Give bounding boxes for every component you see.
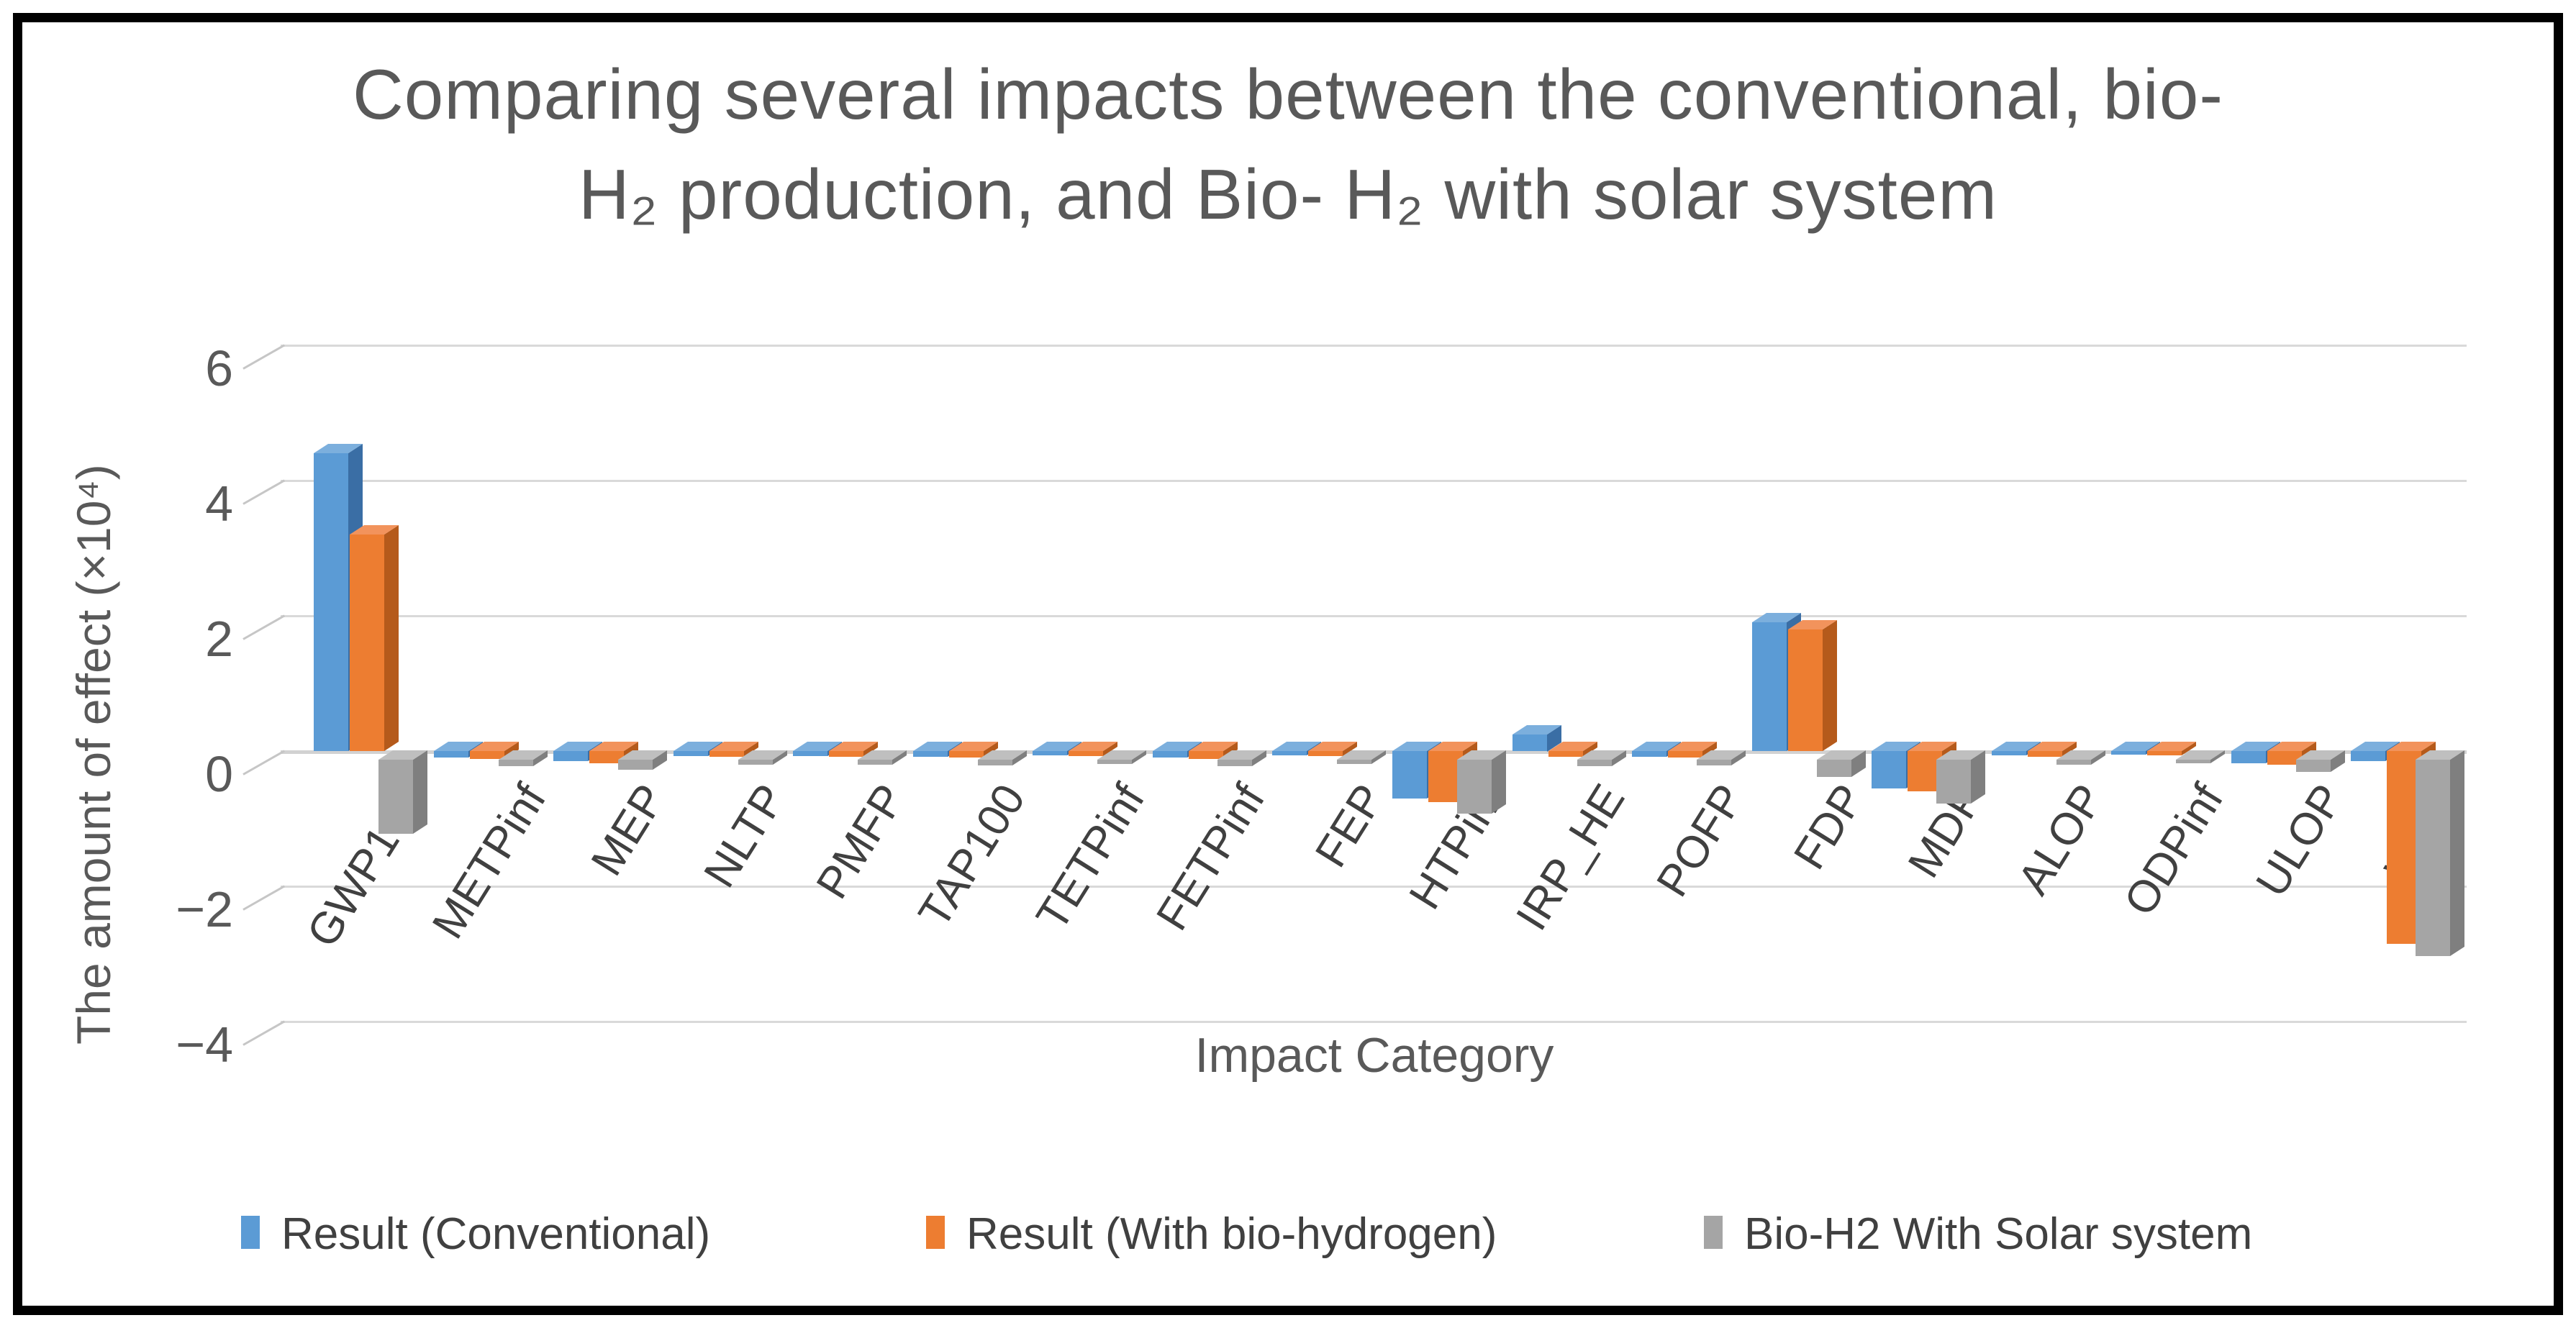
gridline-y−2	[281, 886, 2467, 888]
x-axis-title: Impact Category	[1194, 1028, 1554, 1083]
bar-alop-s1-front	[2027, 751, 2062, 757]
bar-alop-s2-front	[2056, 760, 2091, 765]
gridline-y4	[281, 480, 2467, 482]
bar-mep-s1-front	[589, 751, 625, 763]
gridline-y2	[281, 615, 2467, 617]
legend-label-bio-h2-with-solar-system: Bio-H2 With Solar system	[1744, 1209, 2253, 1259]
bar-fdp-s1-front	[1787, 629, 1823, 751]
bar-pmfp-s1-front	[829, 751, 864, 758]
bar-gwp100-s1-side	[384, 525, 399, 751]
bar-wdp-s0-front	[2351, 751, 2386, 762]
bar-mdp-s0-front	[1872, 751, 1907, 788]
legend-swatch-result-conventional-	[241, 1216, 260, 1249]
bar-tap100-s2-front	[977, 760, 1012, 765]
bar-gwp100-s1-front	[350, 535, 384, 751]
bar-pmfp-s2-front	[858, 760, 893, 765]
bar-gwp100-s2-side	[413, 750, 427, 834]
bar-irp-he-s2-front	[1577, 760, 1612, 767]
chart-title-line2: H₂ production, and Bio- H₂ with solar sy…	[579, 155, 1997, 235]
bar-nltp-s2-front	[738, 760, 773, 765]
bar-mdp-s2-front	[1936, 760, 1972, 804]
bar-nltp-s1-front	[709, 751, 744, 758]
legend-item-result-with-bio-hydrogen-: Result (With bio-hydrogen)	[926, 1209, 1646, 1259]
bar-wdp-s2-front	[2416, 760, 2451, 956]
y-tick-label: −2	[176, 881, 233, 937]
bar-ulop-s1-front	[2267, 751, 2302, 765]
bar-nltp-s0-front	[673, 751, 708, 756]
legend-label-result-with-bio-hydrogen-: Result (With bio-hydrogen)	[966, 1209, 1497, 1259]
bar-fetpinf-s2-front	[1217, 760, 1252, 767]
chart-title: Comparing several impacts between the co…	[86, 45, 2490, 245]
bar-irp-he-s0-front	[1512, 734, 1547, 751]
bar-tap100-s0-front	[912, 751, 948, 757]
bar-ulop-s0-front	[2231, 751, 2266, 763]
bar-fep-s1-front	[1308, 751, 1343, 756]
bar-mep-s0-front	[553, 751, 589, 762]
bar-fdp-s0-front	[1751, 622, 1787, 751]
gridline-y−4	[281, 1021, 2467, 1023]
y-tick-label: −4	[176, 1017, 233, 1073]
legend-item-result-conventional-: Result (Conventional)	[241, 1209, 961, 1259]
bar-tetpinf-s1-front	[1069, 751, 1104, 756]
bar-htpinf-s0-front	[1392, 751, 1427, 799]
bar-tap100-s1-front	[948, 751, 984, 758]
figure-border-frame	[13, 13, 2563, 1315]
y-tick-label: 6	[205, 340, 233, 396]
bar-pofp-s0-front	[1632, 751, 1667, 757]
legend-item-bio-h2-with-solar-system: Bio-H2 With Solar system	[1704, 1209, 2423, 1259]
bar-metpinf-s2-front	[498, 760, 533, 767]
bar-fep-s2-front	[1337, 760, 1372, 764]
bar-pofp-s1-front	[1668, 751, 1703, 758]
bar-tetpinf-s0-front	[1033, 751, 1068, 755]
legend-swatch-result-with-bio-hydrogen-	[926, 1216, 945, 1249]
y-tick-label: 2	[205, 611, 233, 667]
bar-tetpinf-s2-front	[1097, 760, 1133, 764]
legend-label-result-conventional-: Result (Conventional)	[281, 1209, 711, 1259]
bar-metpinf-s0-front	[433, 751, 468, 758]
bar-irp-he-s1-front	[1548, 751, 1583, 757]
bar-wdp-s2-side	[2450, 750, 2465, 956]
y-tick-label: 4	[205, 476, 233, 532]
chart-title-line1: Comparing several impacts between the co…	[353, 55, 2223, 134]
bar-odpinf-s2-front	[2176, 760, 2211, 763]
y-tick-label: 0	[205, 746, 233, 802]
bar-gwp100-s2-front	[378, 760, 413, 834]
bar-fdp-s2-front	[1816, 760, 1851, 777]
bar-fetpinf-s0-front	[1152, 751, 1187, 758]
bar-ulop-s2-front	[2295, 760, 2331, 772]
bar-pofp-s2-front	[1697, 760, 1732, 765]
bar-htpinf-s2-front	[1457, 760, 1492, 814]
legend-swatch-bio-h2-with-solar-system	[1704, 1216, 1723, 1249]
bar-odpinf-s0-front	[2111, 751, 2146, 755]
bar-metpinf-s1-front	[469, 751, 504, 760]
gridline-y6	[281, 345, 2467, 347]
bar-htpinf-s2-side	[1492, 750, 1506, 814]
bar-pmfp-s0-front	[793, 751, 828, 756]
bar-mep-s2-front	[618, 760, 653, 770]
bar-fetpinf-s1-front	[1188, 751, 1223, 760]
bar-alop-s0-front	[1991, 751, 2026, 755]
bar-fep-s0-front	[1272, 751, 1307, 755]
bar-odpinf-s1-front	[2147, 751, 2182, 755]
bar-gwp100-s0-front	[314, 453, 348, 751]
bar-fdp-s1-side	[1822, 619, 1837, 751]
